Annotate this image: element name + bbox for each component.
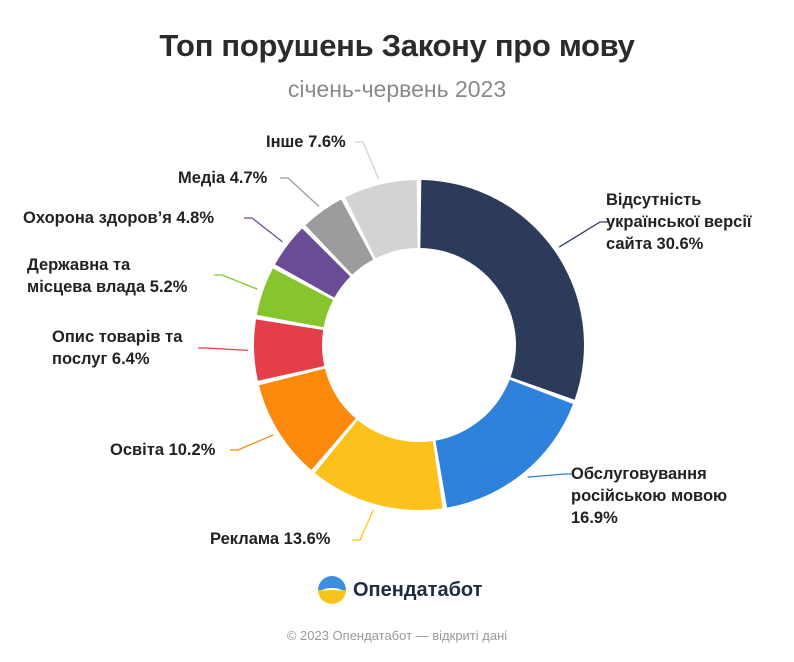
brand: Опендатабот bbox=[318, 574, 482, 606]
donut-slice bbox=[256, 268, 334, 328]
leader-line bbox=[558, 221, 608, 248]
slice-label: Опис товарів та послуг 6.4% bbox=[52, 326, 182, 370]
donut-slice bbox=[345, 180, 418, 259]
donut-slice bbox=[305, 199, 374, 275]
slice-label-line: Реклама 13.6% bbox=[210, 530, 331, 548]
slice-label-line: Освіта 10.2% bbox=[110, 441, 216, 459]
chart-subtitle: січень-червень 2023 bbox=[287, 76, 507, 102]
donut-slice bbox=[314, 420, 443, 510]
slice-label: Інше 7.6% bbox=[266, 131, 346, 153]
leader-line bbox=[230, 434, 274, 451]
slice-label-line: Інше 7.6% bbox=[266, 133, 346, 151]
slice-label-line: Державна та bbox=[27, 256, 131, 274]
slice-label: Відсутність української версії сайта 30.6% bbox=[606, 189, 752, 255]
chart-title: Топ порушень Закону про мову bbox=[159, 28, 635, 63]
donut-slice bbox=[258, 368, 356, 470]
donut-slice bbox=[435, 379, 574, 508]
leader-line bbox=[280, 177, 320, 207]
slice-label-line: української версії bbox=[606, 213, 752, 231]
leader-line bbox=[352, 509, 374, 541]
slice-label: Реклама 13.6% bbox=[210, 528, 330, 550]
slice-label: Освіта 10.2% bbox=[110, 439, 215, 461]
slice-label-line: Відсутність bbox=[606, 191, 702, 209]
slice-label-line: послуг 6.4% bbox=[52, 350, 150, 368]
slice-label: Охорона здоров’я 4.8% bbox=[23, 207, 214, 229]
leader-line bbox=[214, 274, 258, 290]
footer-copyright: © 2023 Опендатабот — відкриті дані bbox=[286, 628, 508, 643]
leader-line bbox=[198, 347, 249, 352]
brand-name: Опендатабот bbox=[353, 578, 483, 601]
slice-label-line: Медіа 4.7% bbox=[178, 169, 268, 187]
slice-label-line: Охорона здоров’я 4.8% bbox=[23, 209, 215, 227]
donut-slice bbox=[420, 180, 584, 400]
slice-label: Державна та місцева влада 5.2% bbox=[27, 254, 187, 298]
leader-line bbox=[527, 473, 573, 478]
slice-label: Медіа 4.7% bbox=[178, 167, 267, 189]
slice-label: Обслуговування російською мовою 16.9% bbox=[571, 463, 727, 529]
slice-label-line: місцева влада 5.2% bbox=[27, 278, 188, 296]
slice-label-line: 16.9% bbox=[571, 509, 618, 527]
donut-slice bbox=[253, 319, 325, 381]
leader-line bbox=[355, 141, 380, 180]
opendatabot-logo-icon bbox=[318, 576, 346, 604]
slice-label-line: російською мовою bbox=[571, 487, 728, 505]
slice-label-line: Опис товарів та bbox=[52, 328, 183, 346]
slice-label-line: сайта 30.6% bbox=[606, 235, 704, 253]
donut-slice bbox=[275, 228, 351, 298]
leader-line bbox=[244, 217, 283, 243]
slice-label-line: Обслуговування bbox=[571, 465, 707, 483]
